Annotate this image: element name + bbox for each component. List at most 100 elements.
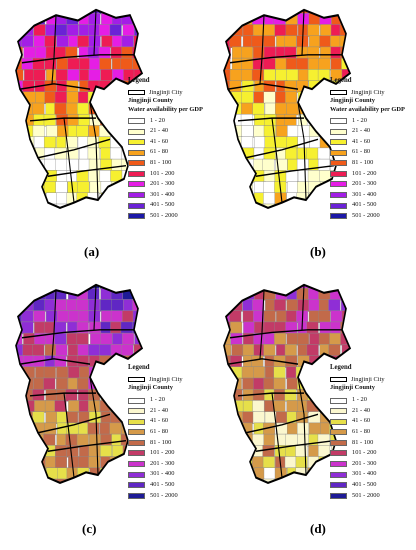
county-polygon: [317, 203, 330, 208]
county-polygon: [229, 80, 242, 93]
county-polygon: [263, 467, 276, 480]
county-polygon: [77, 102, 89, 116]
county-polygon: [308, 57, 320, 71]
county-polygon: [286, 203, 299, 208]
county-polygon: [274, 433, 287, 447]
county-polygon: [145, 299, 157, 311]
county-polygon: [78, 158, 91, 172]
legend-class-row: 81 - 100: [330, 158, 405, 169]
county-polygon: [16, 125, 24, 138]
county-polygon: [24, 445, 37, 458]
county-polygon: [224, 377, 233, 391]
county-polygon: [318, 102, 331, 116]
legend-swatch: [330, 471, 347, 478]
county-polygon: [275, 57, 288, 71]
choropleth-map-c: [15, 283, 157, 502]
legend-swatch: [330, 181, 347, 188]
legend-class-label: 301 - 400: [150, 470, 175, 478]
county-polygon: [224, 147, 232, 161]
county-polygon: [224, 400, 231, 413]
county-polygon: [54, 332, 67, 346]
legend-swatch: [128, 418, 145, 425]
county-polygon: [241, 215, 253, 227]
county-polygon: [16, 478, 23, 483]
county-polygon: [229, 69, 242, 82]
legend-class-row: 61 - 80: [330, 427, 385, 438]
county-polygon: [55, 445, 68, 458]
county-polygon: [230, 332, 243, 346]
legend-classes: 1 - 20 21 - 40 41 - 60 61 - 80 81 - 100 101 -…: [128, 395, 183, 501]
county-polygon: [90, 332, 103, 346]
city-boundary-swatch: [330, 377, 347, 383]
county-polygon: [318, 57, 331, 71]
county-polygon: [231, 158, 244, 172]
county-polygon: [308, 299, 321, 312]
city-boundary-line: [19, 83, 91, 90]
county-polygon: [224, 284, 231, 290]
legend-class-row: 501 - 2000: [128, 211, 203, 222]
county-polygon: [287, 125, 300, 138]
county-polygon: [56, 113, 69, 127]
county-polygon: [263, 69, 276, 82]
county-polygon: [33, 467, 46, 480]
county-polygon: [318, 310, 331, 323]
legend-class-row: 41 - 60: [330, 137, 405, 148]
county-polygon: [340, 284, 350, 290]
county-polygon: [16, 388, 24, 402]
county-polygon: [224, 287, 232, 301]
county-polygon: [296, 422, 309, 436]
county-polygon: [264, 490, 276, 502]
legend-class-label: 81 - 100: [352, 159, 374, 167]
county-polygon: [263, 91, 276, 105]
county-polygon: [273, 366, 286, 380]
county-polygon: [67, 9, 80, 15]
county-polygon: [122, 24, 135, 37]
county-polygon: [44, 344, 57, 357]
city-boundary-line: [19, 358, 91, 365]
county-polygon: [307, 170, 320, 183]
county-polygon: [44, 91, 57, 105]
county-polygon: [132, 310, 142, 323]
legend-class-label: 301 - 400: [150, 190, 175, 198]
county-polygon: [241, 102, 254, 116]
county-polygon: [262, 445, 275, 458]
county-polygon: [276, 125, 289, 138]
legend-class-row: 1 - 20: [330, 116, 405, 127]
county-polygon: [55, 181, 68, 194]
legend-class-row: 301 - 400: [330, 469, 385, 480]
city-boundary-line: [271, 393, 283, 478]
legend-classes: 1 - 20 21 - 40 41 - 60 61 - 80 81 - 100 101 -…: [330, 116, 405, 222]
county-polygon: [263, 310, 276, 323]
legend-class-label: 301 - 400: [352, 470, 377, 478]
legend-class-row: 41 - 60: [128, 416, 183, 427]
county-polygon: [21, 203, 34, 208]
legend-class-label: 201 - 300: [352, 180, 377, 188]
county-polygon: [32, 170, 45, 183]
county-polygon: [88, 344, 101, 357]
county-polygon: [55, 344, 68, 357]
county-polygon: [134, 9, 142, 15]
legend-class-row: 1 - 20: [128, 116, 203, 127]
county-polygon: [16, 203, 24, 208]
county-polygon: [16, 12, 23, 26]
county-polygon: [22, 490, 34, 502]
county-polygon: [57, 215, 69, 227]
county-polygon: [352, 13, 364, 25]
county-polygon: [224, 422, 232, 436]
county-polygon: [352, 2, 364, 14]
county-polygon: [273, 400, 286, 413]
county-polygon: [224, 91, 231, 105]
county-polygon: [242, 310, 255, 323]
county-polygon: [275, 490, 287, 502]
county-polygon: [78, 456, 91, 469]
county-polygon: [317, 388, 330, 402]
legend-class-row: 401 - 500: [330, 200, 405, 211]
county-polygon: [241, 467, 254, 480]
legend-swatch: [330, 482, 347, 489]
county-polygon: [67, 478, 80, 483]
county-polygon: [144, 2, 156, 14]
county-polygon: [275, 69, 288, 82]
county-polygon: [21, 57, 34, 71]
county-polygon: [297, 181, 309, 194]
county-polygon: [123, 284, 135, 290]
